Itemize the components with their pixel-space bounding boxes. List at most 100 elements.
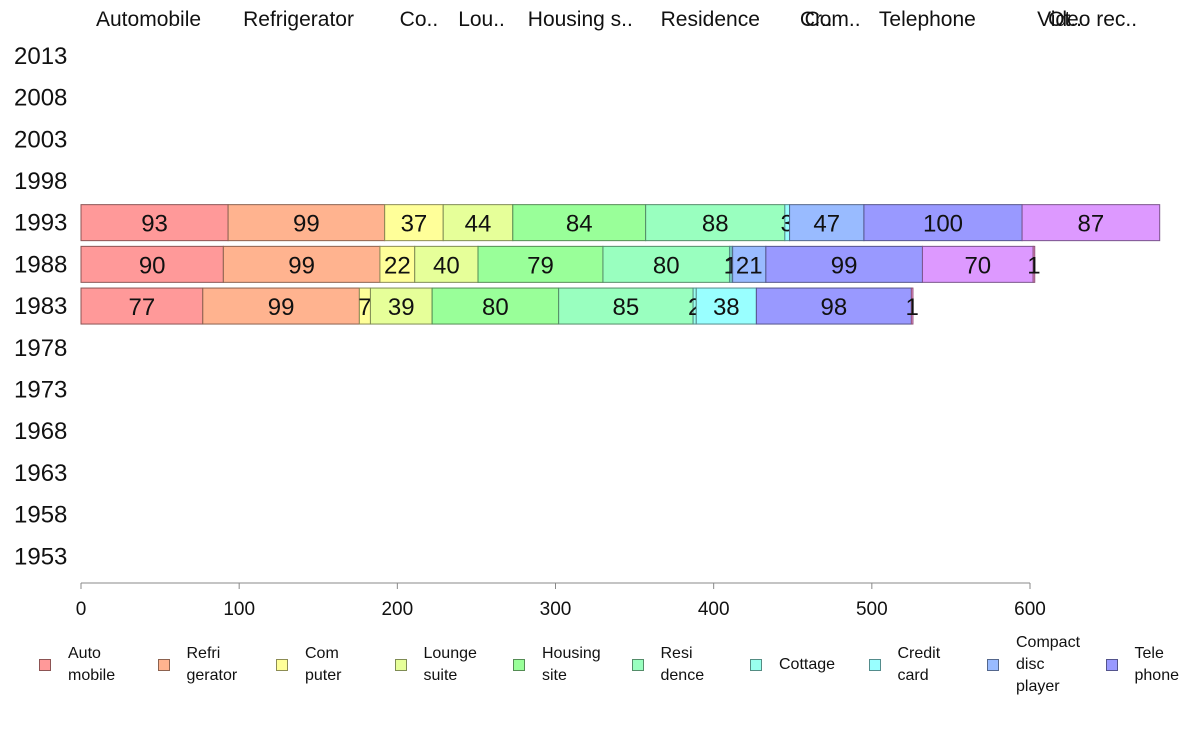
bar-segment — [477, 245, 604, 283]
legend-swatch — [1105, 659, 1118, 671]
x-tick-label: 300 — [540, 599, 572, 620]
data-label: 1 — [905, 294, 918, 321]
x-tick-label: 0 — [76, 599, 87, 620]
series-top-label: Refrigerator — [243, 8, 354, 31]
data-label: 93 — [141, 211, 168, 238]
legend-item: Compact disc player — [987, 632, 1080, 698]
legend-label: Compact disc player — [1016, 634, 1081, 695]
data-label: 39 — [388, 294, 415, 321]
data-label: 77 — [129, 294, 156, 321]
data-label: 21 — [736, 252, 763, 279]
bar-segment — [863, 204, 1023, 242]
legend-label: Lounge suite — [423, 645, 477, 684]
legend-item: Refri gerator — [157, 643, 238, 687]
legend-item: Com puter — [276, 643, 341, 687]
legend-label: Com puter — [305, 645, 342, 684]
legend-label: Housing site — [542, 645, 601, 684]
legend-swatch — [276, 659, 288, 671]
x-tick-label: 500 — [856, 599, 888, 620]
data-label: 87 — [1078, 211, 1105, 238]
series-top-label: Telephone — [879, 8, 976, 31]
bar-segment — [202, 287, 360, 325]
bar-segment — [80, 287, 204, 325]
legend-swatch — [157, 659, 170, 671]
data-label: 22 — [384, 252, 411, 279]
data-label: 37 — [401, 211, 428, 238]
bar-segment — [384, 204, 444, 242]
y-tick-label: 1958 — [14, 502, 67, 529]
x-tick-label: 600 — [1014, 599, 1046, 620]
bar-segment — [1021, 204, 1161, 242]
series-top-label: Housing s.. — [528, 8, 633, 31]
bar-segment — [910, 287, 914, 325]
y-tick-label: 1973 — [14, 376, 67, 403]
bar-segment — [558, 287, 694, 325]
data-label: 99 — [831, 252, 858, 279]
data-label: 80 — [653, 252, 680, 279]
chart-legend: Auto mobile Refri gerator Com puter Lounge … — [0, 632, 1188, 722]
legend-label: Auto mobile — [68, 645, 116, 684]
data-label: 80 — [482, 294, 509, 321]
y-tick-label: 1993 — [14, 210, 67, 237]
legend-swatch — [513, 659, 525, 671]
data-label: 99 — [293, 211, 320, 238]
legend-swatch — [750, 659, 762, 671]
chart-area: 2013 2008 2003 1998 1993 1988 1983 1978 1973 1968… — [14, 8, 1161, 620]
y-tick-label: 1988 — [14, 251, 67, 278]
y-tick-label: 1963 — [14, 460, 67, 487]
legend-swatch — [39, 659, 51, 671]
bar-segment — [765, 245, 923, 283]
series-top-label: Lou.. — [458, 8, 505, 31]
legend-item: Credit card — [868, 643, 941, 687]
bar-segment — [1032, 245, 1036, 283]
y-tick-label: 1968 — [14, 418, 67, 445]
y-tick-label: 1953 — [14, 543, 67, 570]
bar-segment — [695, 287, 757, 325]
legend-swatch — [987, 659, 999, 671]
bar-segment — [755, 287, 912, 325]
data-label: 79 — [527, 252, 554, 279]
bar-segment — [222, 245, 381, 283]
data-label: 90 — [139, 252, 166, 279]
bar-segment — [645, 204, 786, 242]
bar-segment — [379, 245, 416, 283]
data-label: 99 — [288, 252, 315, 279]
legend-label: Credit card — [897, 645, 941, 684]
bar-segment — [80, 204, 229, 242]
series-top-label: Co.. — [400, 8, 439, 31]
data-label: 85 — [613, 294, 640, 321]
series-top-label: Cr.. — [800, 8, 833, 31]
legend-label: Tele phone — [1134, 645, 1180, 684]
series-top-label: Ot.. — [1048, 8, 1082, 31]
data-label: 44 — [465, 211, 492, 238]
bar-segment — [602, 245, 730, 283]
x-tick-label: 400 — [698, 599, 730, 620]
legend-item: Cottage — [750, 654, 835, 676]
bar-segment — [414, 245, 479, 283]
bar-segment — [921, 245, 1034, 283]
legend-label: Cottage — [779, 656, 836, 673]
bar-segment — [512, 204, 647, 242]
x-tick-label: 200 — [381, 599, 413, 620]
data-label: 100 — [923, 211, 963, 238]
data-label: 88 — [702, 211, 729, 238]
legend-item: Housing site — [513, 643, 601, 687]
legend-swatch — [394, 659, 407, 671]
data-label: 47 — [813, 211, 840, 238]
bar-segment — [431, 287, 560, 325]
data-label: 70 — [964, 252, 991, 279]
legend-label: Refri gerator — [186, 645, 238, 684]
bar-segment — [227, 204, 386, 242]
data-label: 38 — [713, 294, 740, 321]
legend-item: Resi dence — [631, 643, 705, 687]
y-tick-label: 2003 — [14, 126, 67, 153]
legend-swatch — [631, 659, 644, 671]
legend-label: Resi dence — [660, 645, 705, 684]
series-top-label: Automobile — [96, 8, 201, 31]
bar-segment — [789, 204, 865, 242]
bar-segment — [732, 245, 767, 283]
y-tick-label: 1978 — [14, 335, 67, 362]
y-tick-label: 2008 — [14, 85, 67, 112]
data-label: 98 — [821, 294, 848, 321]
data-label: 1 — [1027, 252, 1040, 279]
